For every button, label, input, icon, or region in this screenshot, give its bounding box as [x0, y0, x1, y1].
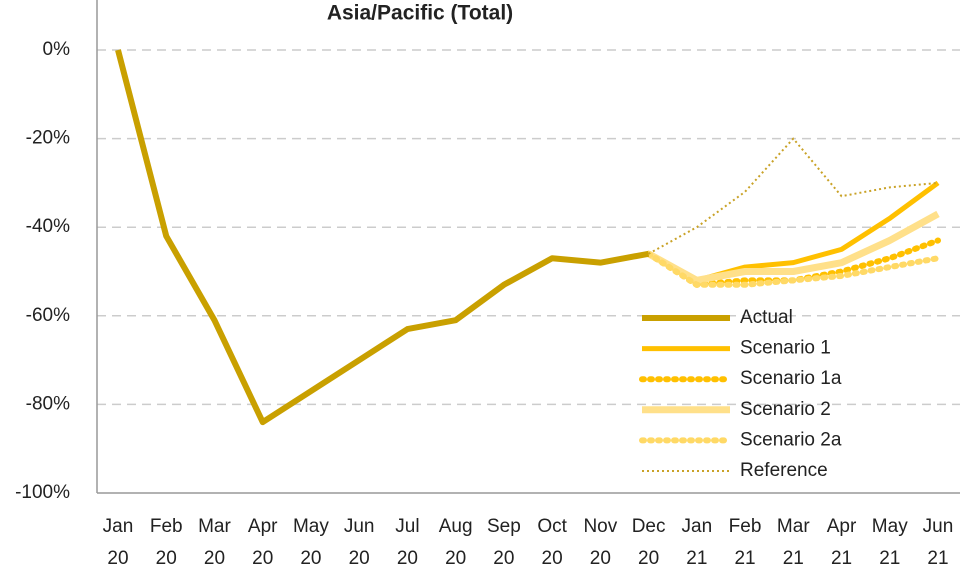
x-tick-label: Apr 20 [248, 516, 278, 569]
x-tick-label: Mar 20 [198, 516, 231, 569]
legend-label: Scenario 2 [740, 399, 831, 420]
x-tick-label: Jun 21 [923, 516, 954, 569]
x-tick-label: May 21 [872, 516, 908, 569]
series-line [115, 49, 650, 426]
x-tick-label: Jul 20 [395, 516, 419, 569]
x-tick-label: Jun 20 [344, 516, 375, 569]
x-tick-label: Jan 20 [103, 516, 134, 569]
x-tick-label: Mar 21 [777, 516, 810, 569]
y-tick-label: -60% [26, 305, 70, 326]
legend-label: Scenario 2a [740, 429, 842, 450]
y-tick-label: -40% [26, 216, 70, 237]
y-tick-label: 0% [43, 39, 71, 60]
y-tick-label: -20% [26, 128, 70, 149]
x-tick-label: Nov 20 [583, 516, 617, 569]
x-tick-label: Feb 21 [729, 516, 762, 569]
x-tick-label: Sep 20 [487, 516, 521, 569]
x-tick-label: Jan 21 [682, 516, 713, 569]
chart-title: Asia/Pacific (Total) [327, 2, 513, 25]
x-tick-label: May 20 [293, 516, 329, 569]
legend-label: Actual [740, 307, 793, 328]
y-tick-label: -100% [15, 482, 70, 503]
x-tick-label: Dec 20 [632, 516, 666, 569]
legend-label: Scenario 1 [740, 338, 831, 359]
x-tick-label: Oct 20 [537, 516, 567, 569]
x-tick-label: Aug 20 [439, 516, 473, 569]
x-tick-label: Feb 20 [150, 516, 183, 569]
legend-label: Reference [740, 460, 828, 481]
y-tick-label: -80% [26, 393, 70, 414]
x-tick-label: Apr 21 [827, 516, 857, 569]
legend-label: Scenario 1a [740, 368, 842, 389]
series-line [646, 210, 940, 284]
series-line [645, 250, 941, 288]
series-line [648, 137, 939, 255]
